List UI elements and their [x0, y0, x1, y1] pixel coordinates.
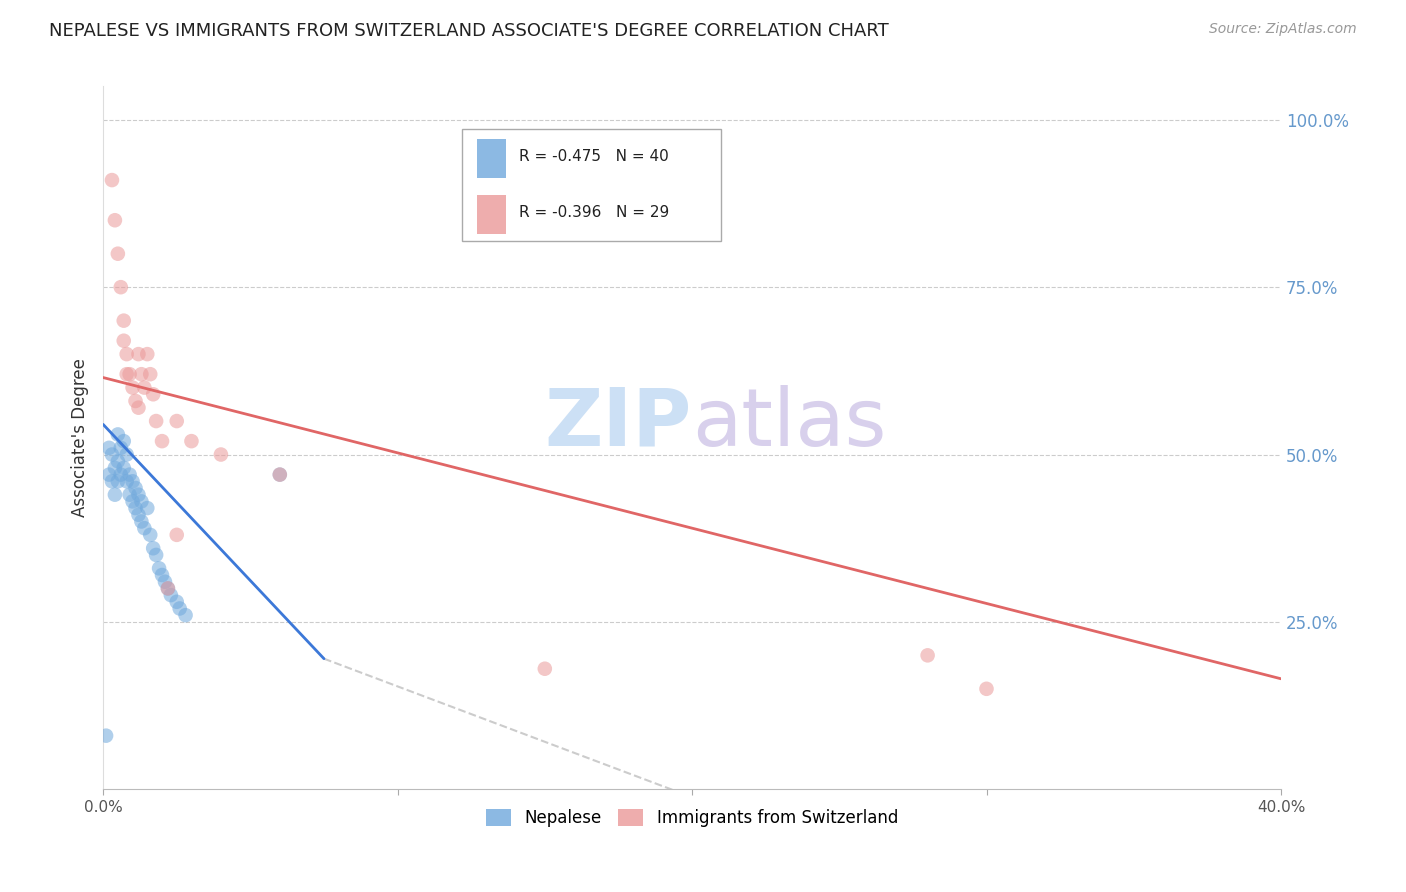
Point [917, 648, 939, 663]
Text: ZIP: ZIP [544, 384, 692, 463]
Point [145, 414, 167, 428]
Point [115, 448, 138, 462]
Bar [477, 139, 506, 178]
Point [269, 467, 291, 482]
Point [104, 488, 127, 502]
Point [136, 501, 159, 516]
Point [104, 461, 127, 475]
Point [156, 582, 179, 596]
Point [127, 488, 149, 502]
Point [101, 448, 124, 462]
Point [124, 394, 146, 409]
Point [166, 414, 188, 428]
Point [121, 494, 143, 508]
Text: NEPALESE VS IMMIGRANTS FROM SWITZERLAND ASSOCIATE'S DEGREE CORRELATION CHART: NEPALESE VS IMMIGRANTS FROM SWITZERLAND … [49, 22, 889, 40]
Point [107, 475, 129, 489]
Point [110, 441, 132, 455]
Point [112, 313, 135, 327]
Point [174, 608, 197, 623]
Point [127, 401, 149, 415]
Point [107, 246, 129, 260]
Point [98, 441, 121, 455]
Point [142, 541, 165, 556]
Point [124, 481, 146, 495]
Point [169, 601, 191, 615]
Point [153, 574, 176, 589]
Point [107, 454, 129, 468]
Point [115, 368, 138, 382]
Point [98, 467, 121, 482]
Point [94, 729, 117, 743]
Point [110, 467, 132, 482]
Point [121, 381, 143, 395]
Point [118, 488, 141, 502]
Text: atlas: atlas [692, 384, 886, 463]
Point [115, 347, 138, 361]
Point [131, 368, 153, 382]
Point [107, 427, 129, 442]
Point [118, 467, 141, 482]
Point [110, 280, 132, 294]
Point [139, 528, 162, 542]
Point [166, 595, 188, 609]
Point [112, 334, 135, 348]
Point [101, 173, 124, 187]
Point [269, 467, 291, 482]
Point [121, 475, 143, 489]
Point [127, 508, 149, 522]
FancyBboxPatch shape [463, 128, 721, 241]
Point [139, 368, 162, 382]
Point [145, 548, 167, 562]
Point [118, 368, 141, 382]
Point [148, 561, 170, 575]
Point [124, 501, 146, 516]
Point [131, 494, 153, 508]
Point [150, 568, 173, 582]
Legend: Nepalese, Immigrants from Switzerland: Nepalese, Immigrants from Switzerland [479, 802, 904, 834]
Point [160, 588, 183, 602]
Point [127, 347, 149, 361]
Point [209, 448, 232, 462]
Point [104, 213, 127, 227]
Point [134, 381, 156, 395]
Text: R = -0.396   N = 29: R = -0.396 N = 29 [519, 205, 669, 220]
Point [101, 475, 124, 489]
Point [134, 521, 156, 535]
Bar [477, 195, 506, 234]
Point [115, 475, 138, 489]
Point [533, 662, 555, 676]
Point [136, 347, 159, 361]
Point [150, 434, 173, 449]
Y-axis label: Associate's Degree: Associate's Degree [72, 359, 89, 517]
Text: Source: ZipAtlas.com: Source: ZipAtlas.com [1209, 22, 1357, 37]
Point [131, 515, 153, 529]
Point [976, 681, 998, 696]
Point [166, 528, 188, 542]
Point [142, 387, 165, 401]
Text: R = -0.475   N = 40: R = -0.475 N = 40 [519, 149, 669, 164]
Point [180, 434, 202, 449]
Point [156, 582, 179, 596]
Point [112, 434, 135, 449]
Point [112, 461, 135, 475]
